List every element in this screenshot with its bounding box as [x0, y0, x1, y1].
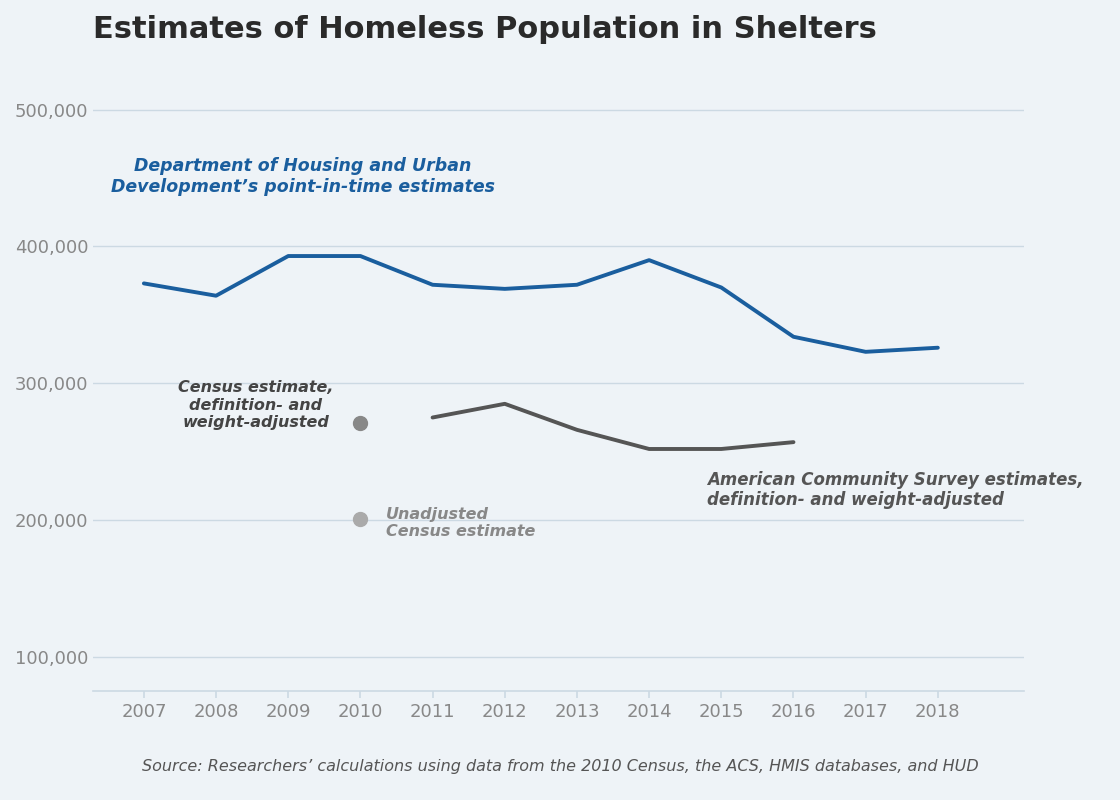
Text: Department of Housing and Urban
Development’s point-in-time estimates: Department of Housing and Urban Developm… [111, 157, 495, 196]
Text: Estimates of Homeless Population in Shelters: Estimates of Homeless Population in Shel… [93, 15, 877, 44]
Text: Source: Researchers’ calculations using data from the 2010 Census, the ACS, HMIS: Source: Researchers’ calculations using … [141, 759, 979, 774]
Text: Unadjusted
Census estimate: Unadjusted Census estimate [385, 506, 535, 539]
Text: Census estimate,
definition- and
weight-adjusted: Census estimate, definition- and weight-… [178, 380, 334, 430]
Text: American Community Survey estimates,
definition- and weight-adjusted: American Community Survey estimates, def… [707, 470, 1083, 510]
